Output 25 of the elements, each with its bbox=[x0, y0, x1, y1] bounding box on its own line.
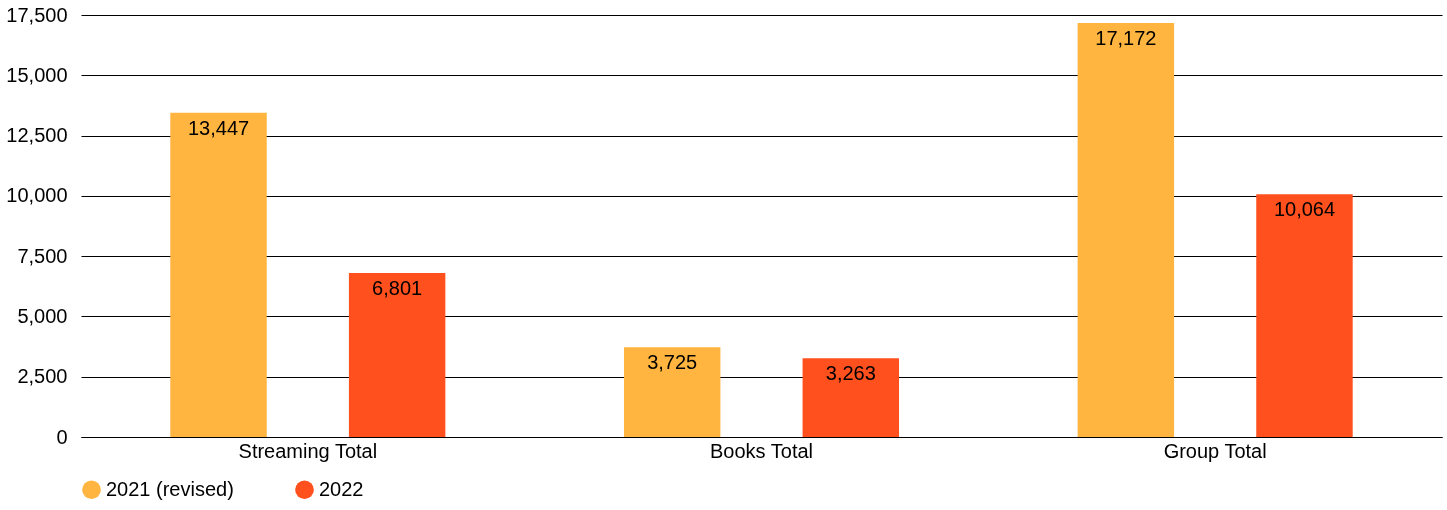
y-tick-label: 5,000 bbox=[17, 304, 68, 327]
y-tick-label: 10,000 bbox=[6, 184, 68, 207]
bar bbox=[348, 273, 446, 437]
bar bbox=[170, 112, 267, 437]
x-tick-label: Streaming Total bbox=[238, 439, 378, 462]
data-label: 6,801 bbox=[372, 277, 423, 299]
legend-label: 2022 bbox=[319, 477, 364, 500]
y-tick-label: 0 bbox=[56, 425, 68, 448]
data-label: 10,064 bbox=[1273, 198, 1336, 221]
bar bbox=[802, 358, 900, 437]
data-label: 3,263 bbox=[825, 362, 876, 385]
y-tick-label: 12,500 bbox=[6, 124, 68, 147]
x-tick-label: Books Total bbox=[709, 439, 814, 462]
y-tick-label: 15,000 bbox=[6, 63, 68, 86]
data-label: 13,447 bbox=[187, 116, 250, 139]
bar bbox=[623, 347, 721, 437]
x-tick-label: Group Total bbox=[1163, 439, 1267, 462]
bar bbox=[1256, 194, 1353, 437]
legend-label: 2021 (revised) bbox=[106, 477, 234, 500]
bar bbox=[1077, 22, 1175, 437]
y-tick-label: 7,500 bbox=[17, 244, 68, 267]
y-tick-label: 2,500 bbox=[17, 365, 68, 388]
y-tick-label: 17,500 bbox=[6, 3, 68, 26]
data-label: 17,172 bbox=[1095, 26, 1157, 49]
data-label: 3,725 bbox=[647, 351, 698, 374]
